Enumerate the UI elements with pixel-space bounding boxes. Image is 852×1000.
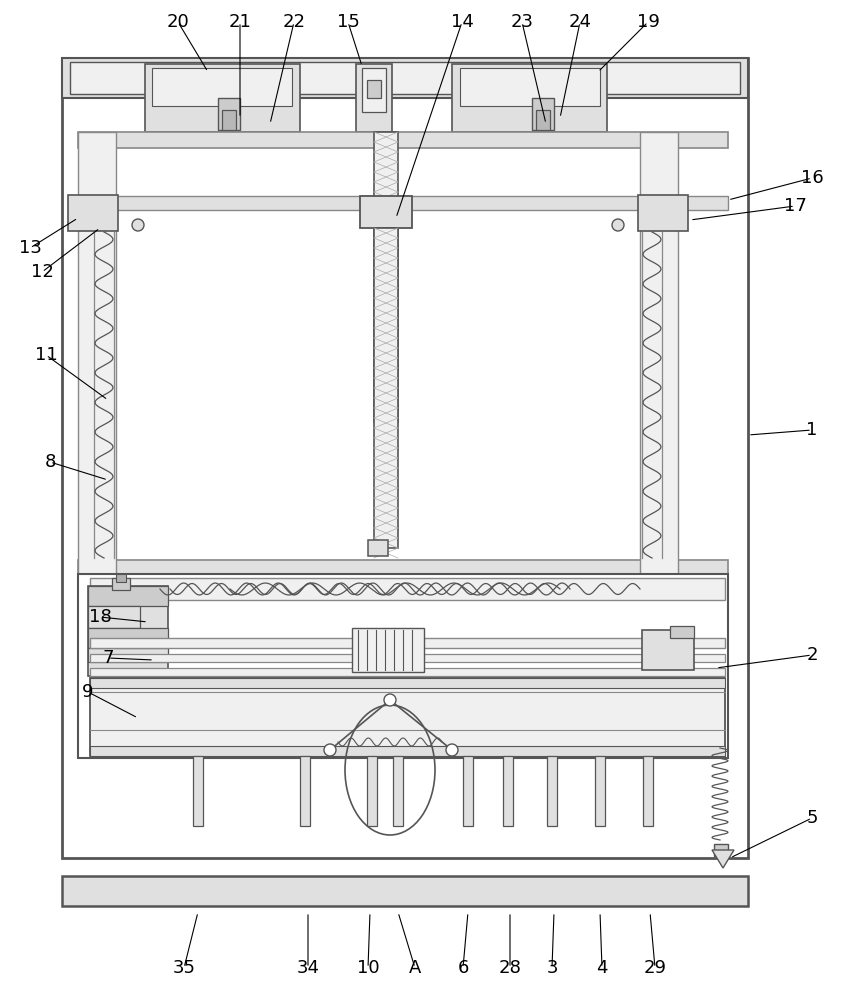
Bar	[78, 132, 116, 576]
Bar	[367, 540, 388, 556]
Bar	[90, 578, 724, 600]
Bar	[546, 756, 556, 826]
Bar	[78, 196, 727, 210]
Text: 18: 18	[89, 608, 112, 626]
Text: 35: 35	[172, 959, 195, 977]
Text: 21: 21	[228, 13, 251, 31]
Bar	[595, 756, 604, 826]
Bar	[503, 756, 512, 826]
Text: 16: 16	[800, 169, 822, 187]
Bar	[642, 630, 694, 670]
Bar	[88, 586, 168, 676]
Bar	[218, 98, 239, 130]
Bar	[88, 586, 168, 606]
Bar	[116, 574, 126, 582]
Bar	[713, 844, 727, 856]
Bar	[452, 64, 607, 132]
Text: 34: 34	[296, 959, 320, 977]
Circle shape	[446, 744, 458, 756]
Bar	[88, 628, 168, 648]
Bar	[639, 132, 677, 576]
Text: 11: 11	[35, 346, 57, 364]
Text: 9: 9	[82, 683, 94, 701]
Bar	[669, 626, 694, 638]
Bar	[532, 98, 553, 130]
Bar	[373, 228, 398, 548]
Text: 2: 2	[805, 646, 817, 664]
Bar	[88, 648, 168, 662]
Bar	[361, 68, 386, 112]
Text: 10: 10	[356, 959, 379, 977]
Bar	[62, 58, 747, 98]
Bar	[62, 876, 747, 906]
Text: 28: 28	[498, 959, 521, 977]
Bar	[642, 756, 653, 826]
Bar	[222, 110, 236, 130]
Text: 12: 12	[31, 263, 54, 281]
Text: 13: 13	[19, 239, 42, 257]
Bar	[193, 756, 203, 826]
Bar	[62, 58, 747, 858]
Text: 1: 1	[805, 421, 817, 439]
Bar	[112, 578, 130, 590]
Circle shape	[611, 219, 624, 231]
Bar	[78, 132, 727, 148]
Text: 4: 4	[596, 959, 607, 977]
Text: 22: 22	[282, 13, 305, 31]
Text: 17: 17	[783, 197, 805, 215]
Bar	[463, 756, 473, 826]
Bar	[68, 195, 118, 231]
Bar	[637, 195, 688, 231]
Bar	[366, 80, 381, 98]
Text: 3: 3	[545, 959, 557, 977]
Bar	[300, 756, 309, 826]
Text: 7: 7	[102, 649, 113, 667]
Text: 8: 8	[44, 453, 55, 471]
Text: 15: 15	[337, 13, 359, 31]
Bar	[90, 668, 724, 676]
Text: 14: 14	[450, 13, 473, 31]
Bar	[393, 756, 402, 826]
Bar	[360, 196, 412, 228]
Text: 19: 19	[636, 13, 659, 31]
Circle shape	[132, 219, 144, 231]
Bar	[352, 628, 423, 672]
Text: 24: 24	[567, 13, 590, 31]
Bar	[70, 62, 740, 94]
Text: 20: 20	[166, 13, 189, 31]
Bar	[366, 756, 377, 826]
Bar	[355, 64, 392, 132]
Bar	[373, 132, 398, 422]
Bar	[78, 560, 727, 576]
Circle shape	[324, 744, 336, 756]
Text: 5: 5	[805, 809, 817, 827]
Text: A: A	[408, 959, 421, 977]
Bar	[88, 606, 140, 628]
Bar	[90, 638, 724, 648]
Bar	[90, 678, 724, 688]
Bar	[90, 654, 724, 662]
Polygon shape	[711, 850, 733, 868]
Bar	[152, 68, 291, 106]
Text: 6: 6	[457, 959, 468, 977]
Bar	[90, 746, 724, 756]
Text: 29: 29	[642, 959, 665, 977]
Bar	[145, 64, 300, 132]
Circle shape	[383, 694, 395, 706]
Bar	[535, 110, 550, 130]
Bar	[459, 68, 599, 106]
Bar	[78, 574, 727, 758]
Bar	[90, 678, 724, 756]
Text: 23: 23	[509, 13, 532, 31]
